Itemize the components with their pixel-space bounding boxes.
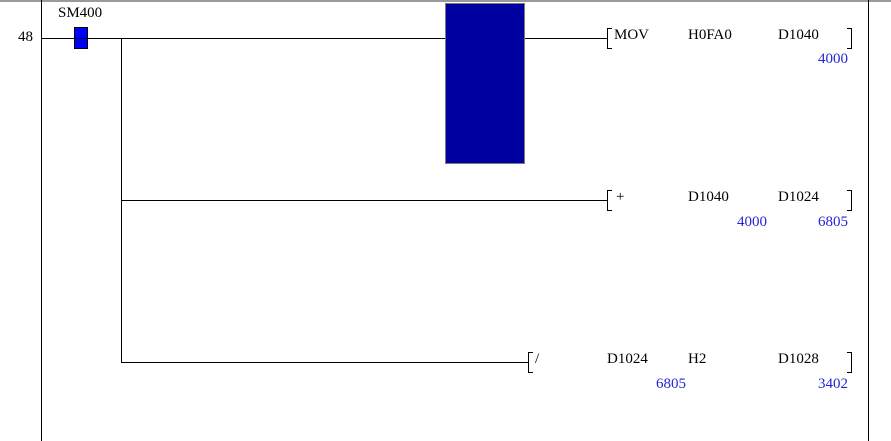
div-src1-value: 6805 (656, 376, 686, 392)
top-border (0, 0, 891, 2)
rung-line-2 (121, 200, 607, 201)
add-dst: D1024 (778, 189, 819, 205)
add-dst-value: 6805 (818, 214, 848, 230)
cursor-block[interactable] (445, 3, 525, 164)
instruction-bracket-open (607, 190, 612, 211)
div-op[interactable]: / (535, 351, 540, 367)
instruction-bracket-close (847, 190, 852, 211)
instruction-bracket-open (528, 352, 533, 373)
div-dst-value: 3402 (818, 376, 848, 392)
instruction-bracket-open (607, 28, 612, 49)
instruction-bracket-close (847, 352, 852, 373)
div-src1: D1024 (607, 351, 648, 367)
add-src: D1040 (688, 189, 729, 205)
instruction-bracket-close (847, 28, 852, 49)
rung-line-3 (121, 362, 528, 363)
contact-label: SM400 (58, 5, 103, 21)
div-dst: D1028 (778, 351, 819, 367)
left-power-rail (41, 0, 42, 441)
add-src-value: 4000 (737, 214, 767, 230)
mov-src: H0FA0 (688, 27, 732, 43)
div-src2: H2 (688, 351, 707, 367)
mov-op[interactable]: MOV (614, 27, 650, 43)
right-power-rail (868, 0, 869, 441)
rung-line-1 (41, 38, 607, 39)
mov-dst-value: 4000 (818, 51, 848, 67)
step-number: 48 (18, 29, 33, 45)
mov-dst: D1040 (778, 27, 819, 43)
add-op[interactable]: + (616, 189, 625, 205)
